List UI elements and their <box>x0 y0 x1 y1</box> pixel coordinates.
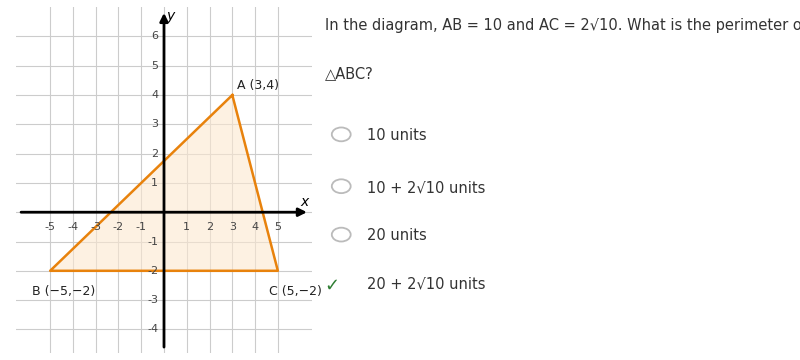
Text: -2: -2 <box>147 266 158 276</box>
Text: -2: -2 <box>113 222 124 233</box>
Text: y: y <box>166 9 175 23</box>
Text: -3: -3 <box>147 295 158 305</box>
Text: x: x <box>300 195 308 209</box>
Text: 3: 3 <box>229 222 236 233</box>
Text: -5: -5 <box>45 222 56 233</box>
Polygon shape <box>50 95 278 271</box>
Text: -4: -4 <box>147 324 158 334</box>
Text: 20 + 2√10 units: 20 + 2√10 units <box>367 277 486 292</box>
Text: 3: 3 <box>151 120 158 129</box>
Text: -1: -1 <box>147 237 158 247</box>
Text: 5: 5 <box>274 222 282 233</box>
Text: 4: 4 <box>151 90 158 100</box>
Text: -4: -4 <box>67 222 78 233</box>
Text: B (−5,−2): B (−5,−2) <box>32 285 95 298</box>
Text: 5: 5 <box>151 61 158 71</box>
Text: -3: -3 <box>90 222 101 233</box>
Text: 1: 1 <box>151 178 158 188</box>
Text: 20 units: 20 units <box>367 228 427 243</box>
Text: 6: 6 <box>151 31 158 41</box>
Text: ✓: ✓ <box>325 277 340 295</box>
Text: 10 units: 10 units <box>367 128 427 143</box>
Text: C (5,−2): C (5,−2) <box>269 285 322 298</box>
Text: 2: 2 <box>206 222 213 233</box>
Text: A (3,4): A (3,4) <box>237 79 279 92</box>
Text: -1: -1 <box>136 222 146 233</box>
Text: 1: 1 <box>183 222 190 233</box>
Text: △ABC?: △ABC? <box>325 66 374 81</box>
Text: In the diagram, AB = 10 and AC = 2√10. What is the perimeter of: In the diagram, AB = 10 and AC = 2√10. W… <box>325 18 800 32</box>
Text: 4: 4 <box>251 222 258 233</box>
Text: 2: 2 <box>151 149 158 159</box>
Text: 10 + 2√10 units: 10 + 2√10 units <box>367 180 486 195</box>
